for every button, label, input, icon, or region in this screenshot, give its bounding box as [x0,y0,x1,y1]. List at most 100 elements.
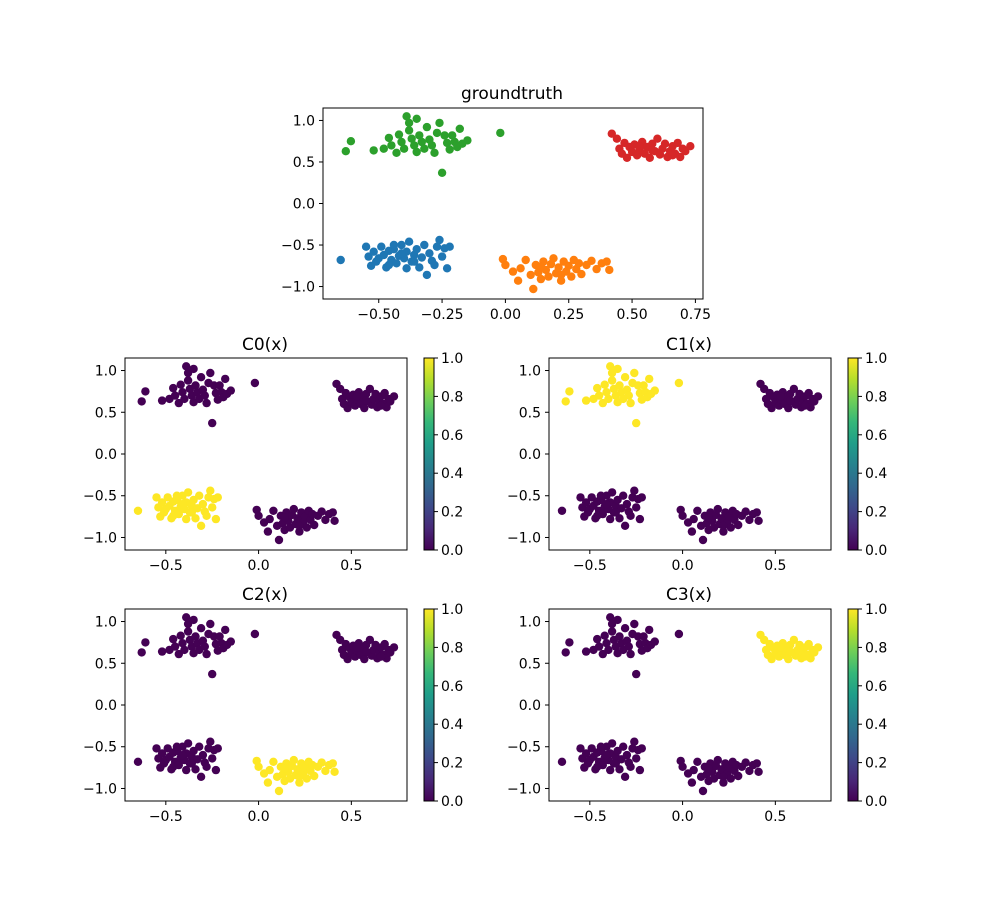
groundtruth-point [516,264,525,273]
c1-y-tick-label: −1.0 [507,530,541,546]
groundtruth-point [549,254,558,263]
c3-point [645,625,654,635]
groundtruth-x-tick-label: 0.25 [553,307,584,323]
c0-x-tick-label: 0.5 [340,558,362,574]
c0-point [208,503,217,512]
c2-point [213,744,222,753]
groundtruth-point [668,151,677,160]
c2-point [208,754,217,763]
c1-point [581,498,591,507]
c3-colorbar-tick-label: 0.0 [865,794,887,810]
c3-point [786,647,795,656]
c0-point [352,392,362,401]
groundtruth-point [432,128,442,138]
c3-point [674,629,684,639]
c1-point [630,486,639,495]
c1-point [620,373,630,382]
c1-y-tick-label: −0.5 [507,489,541,505]
groundtruth-point [556,276,566,285]
c2-x-tick-label: −0.5 [149,809,183,825]
c2-point [196,772,206,781]
c3-point [624,642,633,651]
groundtruth-point [435,235,444,245]
c2-colorbar-tick-label: 0.4 [441,717,463,733]
groundtruth-point [410,257,419,266]
c0-point [226,386,235,395]
c1-point [693,506,702,515]
c0-point [206,368,215,378]
c1-point [604,394,613,404]
c1-point [576,493,585,502]
c3-point [630,737,639,746]
c2-point [180,645,189,655]
c3-point [607,739,617,748]
c2-point [195,742,204,751]
groundtruth-point [415,131,424,140]
groundtruth-point [635,142,644,151]
c1-point [719,527,728,536]
c0-point [183,376,193,385]
groundtruth-point [412,245,421,254]
c2-point [178,639,187,648]
groundtruth-y-tick-label: 1.0 [293,113,315,129]
groundtruth-point [369,146,378,155]
groundtruth-point [412,147,421,157]
c1-point [813,392,823,401]
c3-panel: C3(x) −0.5 0.0 0.5−1.0−0.50.00.51.00.00.20… [507,585,887,825]
c3-point [698,786,708,796]
c0-point [187,508,196,517]
groundtruth-point [521,255,530,265]
c3-point [620,772,630,781]
c1-point [606,514,615,524]
c2-point [221,625,230,635]
c0-point [263,527,273,536]
groundtruth-point [425,249,434,258]
c1-point [645,374,654,384]
c0-point [170,391,180,400]
c3-y-tick-label: −1.0 [507,781,541,797]
c2-point [202,649,211,659]
groundtruth-y-tick-label: 0.0 [293,197,315,213]
c1-points [557,362,823,545]
c3-point [635,765,645,775]
groundtruth-point [404,126,414,135]
c1-y-tick-label: 1.0 [519,364,541,380]
c3-point [632,754,641,763]
c1-y-tick-label: 0.0 [519,447,541,463]
c1-point [607,488,617,497]
c3-y-tick-label: 0.5 [519,656,541,672]
c2-point [157,749,167,758]
c2-point [206,737,215,746]
c2-point [182,613,191,622]
c1-point [581,396,591,405]
c3-colorbar-tick-label: 0.8 [865,640,887,656]
groundtruth-point [369,247,378,256]
c2-point [215,632,224,641]
c0-point [195,491,204,500]
groundtruth-point [412,114,421,124]
c0-point [172,491,182,500]
c0-point [317,507,326,516]
groundtruth-point [437,252,447,261]
c0-colorbar: 0.0 0.2 0.4 0.6 0.8 1.0 [423,351,463,559]
c0-panel: C0(x) −0.5 0.0 0.5−1.0−0.50.00.51.00.00.20… [83,335,463,574]
c0-point [289,504,298,514]
groundtruth-x-tick-label: 0.00 [490,307,521,323]
groundtruth-points [336,112,695,294]
c2-colorbar-tick-label: 1.0 [441,602,463,618]
c0-point [169,511,178,520]
groundtruth-point [387,141,396,150]
c0-point [196,373,206,382]
c3-point [602,639,611,648]
c3-point [600,631,609,640]
c3-y-tick-label: 0.0 [519,698,541,714]
c2-point [328,759,337,768]
c0-point [176,380,185,389]
c3-point [581,647,591,656]
groundtruth-point [564,261,573,270]
groundtruth-point [394,130,404,139]
c2-point [295,778,304,787]
c0-point [202,511,211,520]
c3-point [719,772,728,781]
